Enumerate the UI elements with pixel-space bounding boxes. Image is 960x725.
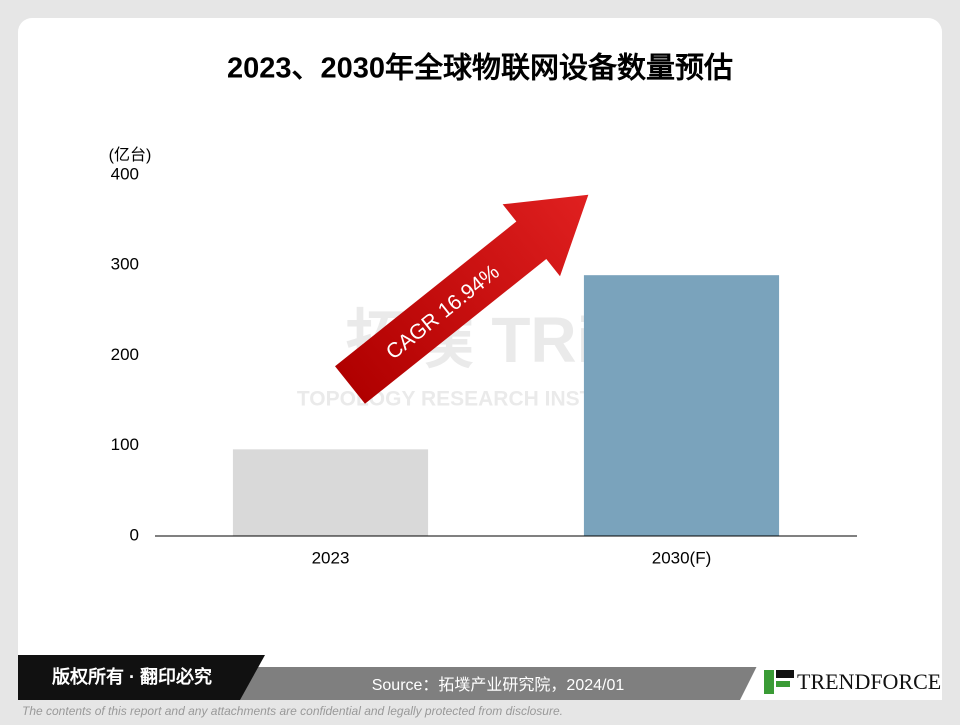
copyright: 版权所有 · 翻印必究 xyxy=(52,666,212,687)
logo-icon xyxy=(764,670,774,694)
y-tick-label: 0 xyxy=(130,525,139,544)
logo-icon xyxy=(776,670,794,678)
bar xyxy=(583,275,780,536)
x-tick-label: 2023 xyxy=(312,548,350,567)
source: Source：拓墣产业研究院，2024/01 xyxy=(372,676,625,694)
logo-icon xyxy=(776,681,790,687)
plot: 0 100 200 300 400 2023 2030(F) xyxy=(111,164,857,567)
arrow-shape xyxy=(335,194,589,404)
y-tick-label: 300 xyxy=(111,255,139,274)
logo: TRENDFORCE xyxy=(797,669,941,694)
source-band xyxy=(240,667,770,700)
bar xyxy=(232,449,429,536)
y-tick-label: 400 xyxy=(111,164,139,183)
watermark-text: TOPOLOGY RESEARCH INSTITUTE xyxy=(297,388,653,411)
logo-area xyxy=(740,640,942,700)
y-unit: (亿台) xyxy=(109,146,152,164)
copyright-band xyxy=(18,655,265,700)
x-tick-label: 2030(F) xyxy=(652,548,712,567)
disclaimer: The contents of this report and any atta… xyxy=(22,704,563,718)
y-tick-label: 100 xyxy=(111,435,139,454)
chart-title: 2023、2030年全球物联网设备数量预估 xyxy=(227,51,733,85)
y-tick-label: 200 xyxy=(111,345,139,364)
